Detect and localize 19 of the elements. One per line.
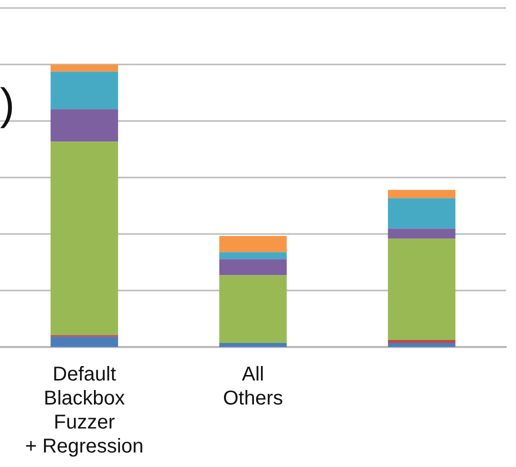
bar — [50, 109, 118, 142]
bar — [388, 190, 456, 198]
bar — [388, 340, 456, 344]
bar — [219, 252, 287, 260]
bar — [219, 259, 287, 276]
bar — [50, 64, 118, 72]
bar — [50, 336, 118, 347]
bar — [388, 198, 456, 229]
x-tick-label: All Others — [222, 364, 284, 410]
bar — [219, 236, 287, 252]
bar — [219, 275, 287, 344]
bar — [219, 343, 287, 347]
bar — [388, 343, 456, 347]
x-tick-label: Default Blackbox Fuzzer + Regression — [25, 364, 144, 458]
bar — [388, 228, 456, 239]
bar — [50, 72, 118, 110]
bar — [388, 238, 456, 340]
bar — [50, 142, 118, 336]
annotation: ) — [0, 80, 15, 130]
